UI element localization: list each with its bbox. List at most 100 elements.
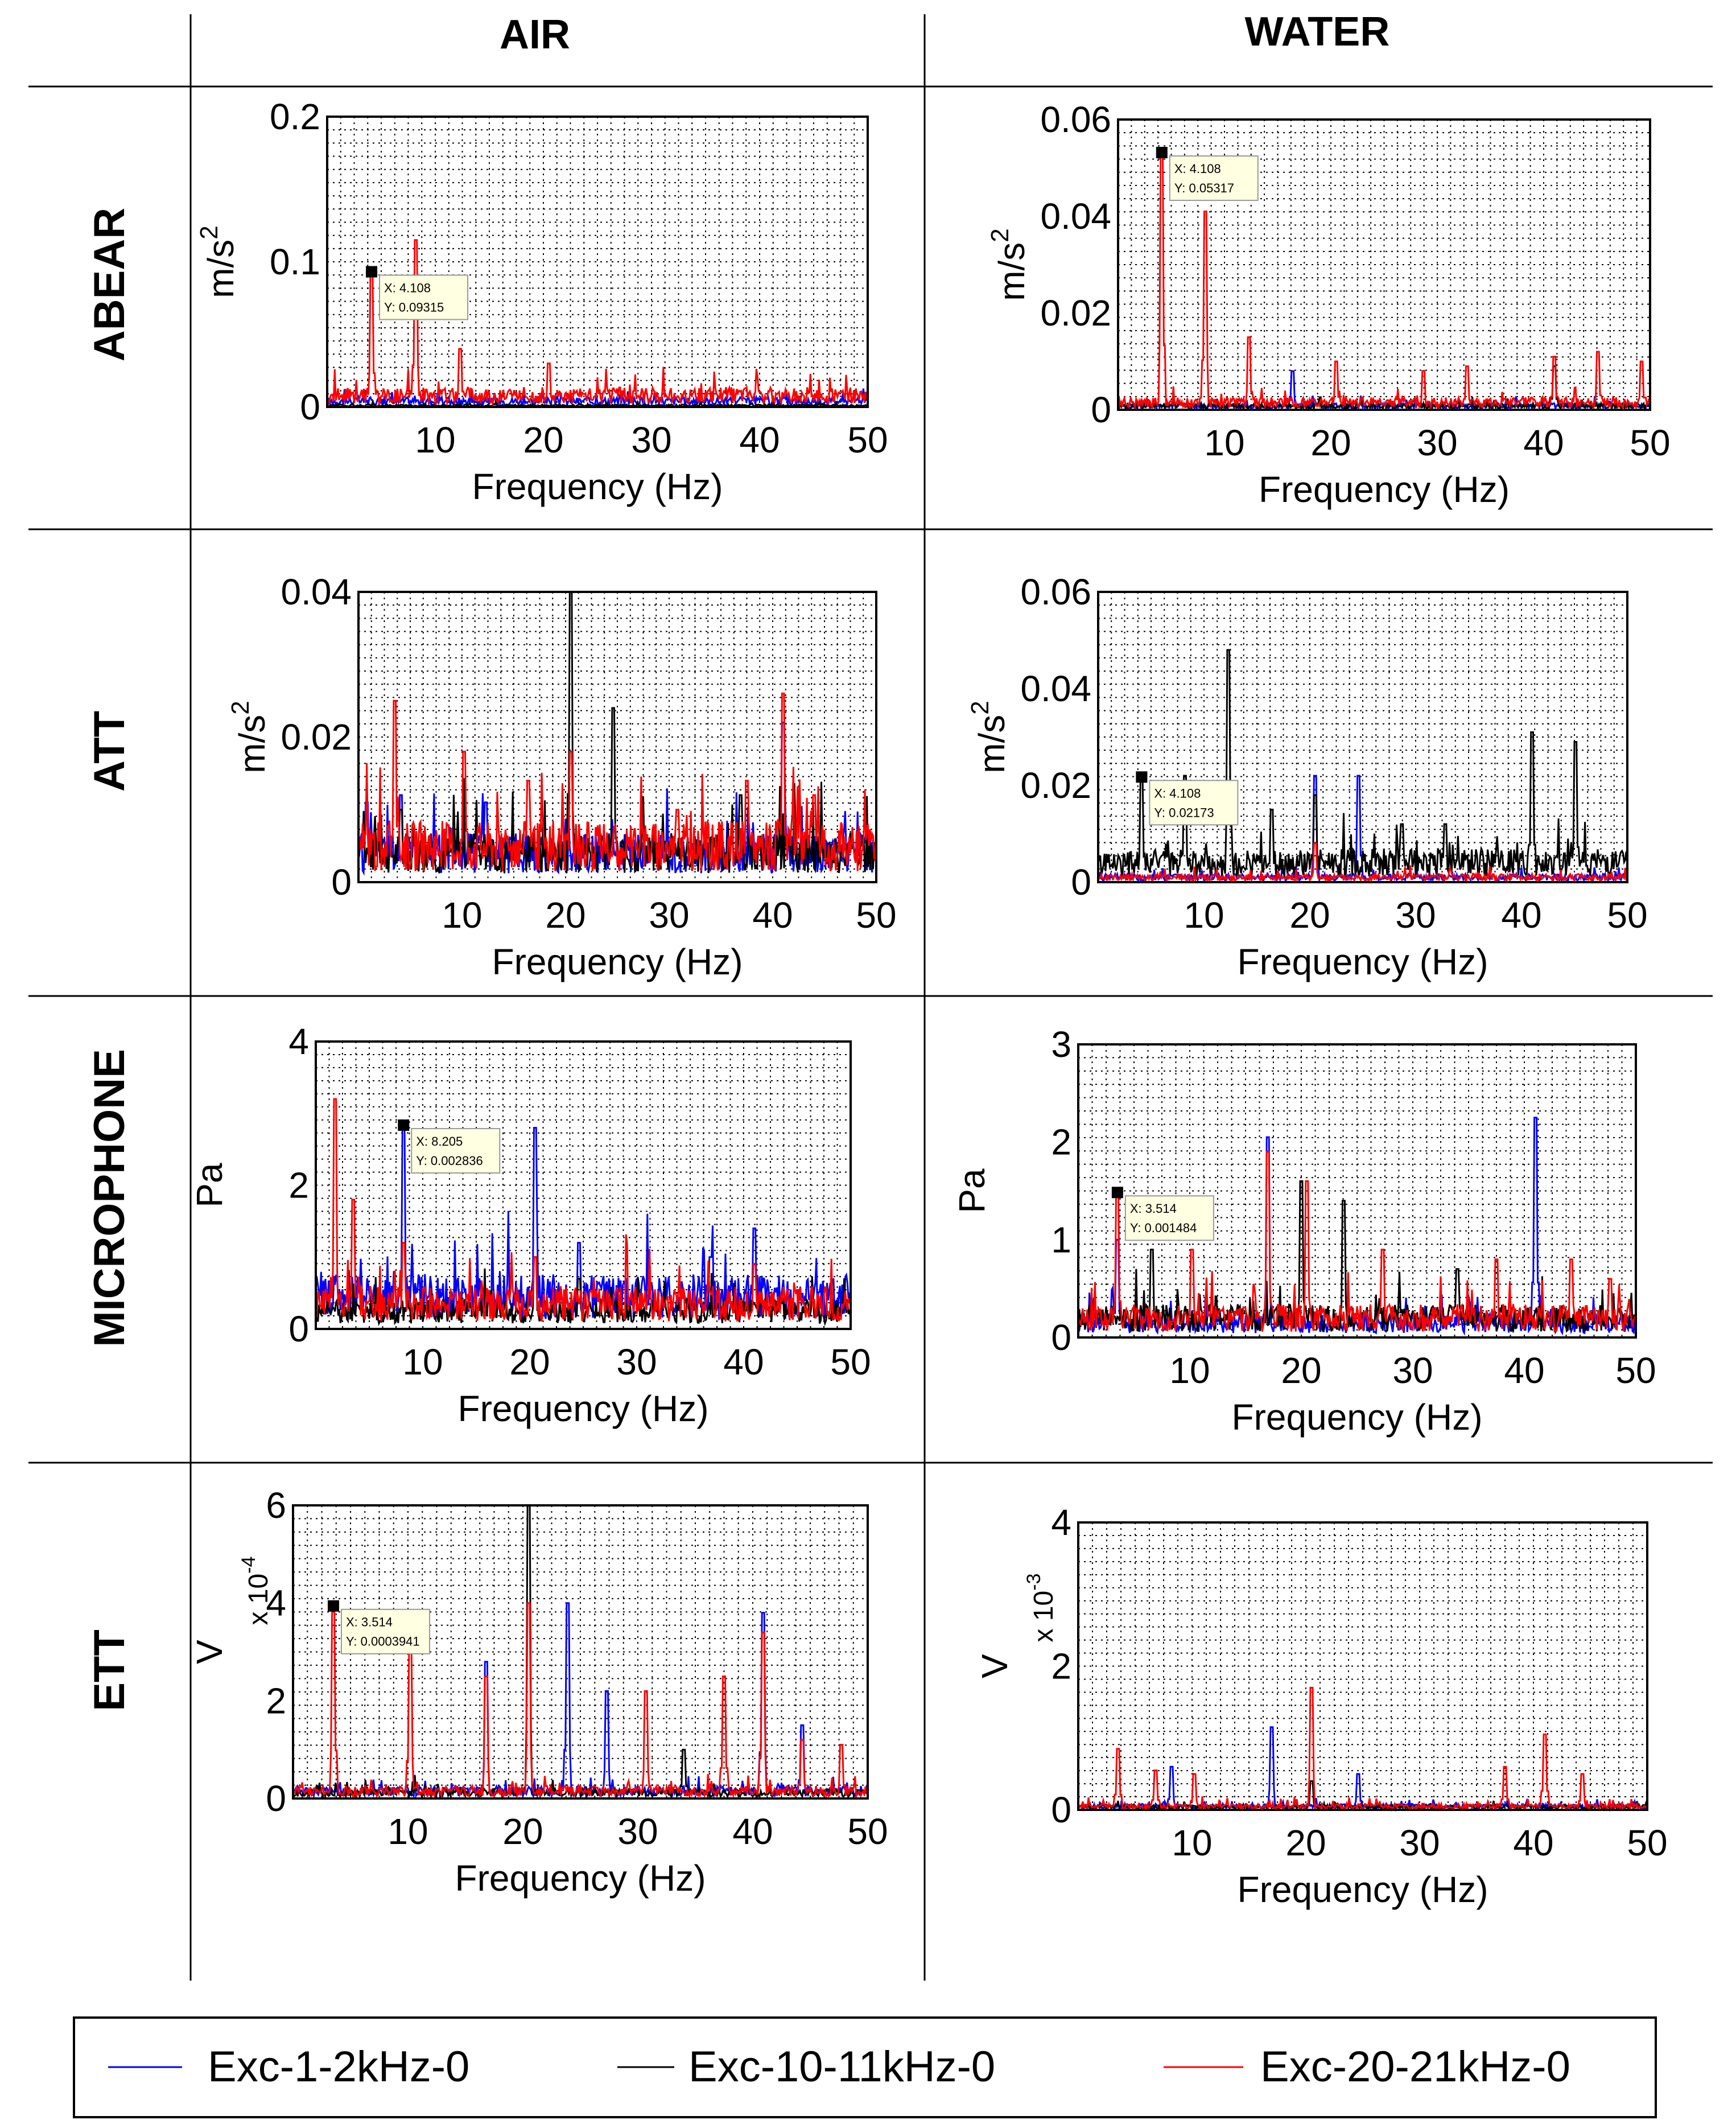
x-tick-label: 30 — [1392, 1350, 1433, 1391]
series-line-r — [1078, 1686, 1648, 1812]
y-axis-label: Pa — [189, 1163, 230, 1208]
x-tick-label: 30 — [649, 895, 689, 936]
x-axis-label: Frequency (Hz) — [455, 1858, 706, 1899]
datatip-marker[interactable] — [327, 1600, 339, 1612]
chart-panel-ett-water: 10 20 30 40 50 0 2 4 Frequency (Hz) Vx 10-3 — [974, 1502, 1668, 1910]
chart-panel-ett-air: 10 20 30 40 50 0 2 4 6 Frequency (Hz) Vx 10-4 X: 3.… — [189, 1485, 888, 1899]
axes-frame — [1077, 1043, 1637, 1339]
y-tick-label: 0 — [1071, 862, 1091, 903]
x-axis-label: Frequency (Hz) — [1232, 1397, 1483, 1438]
series-line-r — [1097, 842, 1628, 884]
y-tick-label: 0.06 — [1040, 99, 1111, 140]
datatip-marker[interactable] — [1111, 1187, 1123, 1199]
row-header-att: ATT — [85, 711, 134, 792]
datatip-x: X: 3.514 — [346, 1615, 393, 1629]
series-line-r — [315, 1098, 851, 1322]
chart-panel-abear-water: 10 20 30 40 50 0 0.02 0.04 0.06 Frequency (Hz) m/s… — [986, 99, 1671, 510]
grid — [327, 117, 868, 407]
y-tick-label: 0 — [1051, 1789, 1071, 1830]
y-tick-label: 0.04 — [281, 571, 352, 612]
y-tick-label: 6 — [266, 1485, 286, 1526]
x-axis-label: Frequency (Hz) — [492, 941, 743, 982]
datatip-marker[interactable] — [398, 1119, 410, 1131]
x-tick-label: 30 — [616, 1341, 657, 1382]
x-tick-label: 30 — [631, 419, 671, 460]
datatip-box — [340, 1608, 430, 1654]
series-line-r — [1117, 151, 1651, 411]
datatip-marker[interactable] — [1136, 771, 1148, 783]
y-tick-label: 2 — [1051, 1122, 1071, 1163]
y-tick-label: 0 — [288, 1308, 309, 1349]
x-tick-label: 20 — [523, 419, 563, 460]
axes-frame — [315, 1040, 852, 1330]
column-header-water: WATER — [1245, 9, 1390, 55]
y-tick-label: 0.1 — [270, 241, 320, 282]
chart-panel-att-air: 10 20 30 40 50 0 0.02 0.04 Frequency (Hz) m/s2 — [226, 571, 897, 982]
y-axis-label: m/s2 — [226, 701, 273, 773]
x-tick-label: 10 — [442, 895, 482, 936]
x-tick-label: 40 — [1504, 1350, 1544, 1391]
x-axis-label: Frequency (Hz) — [458, 1388, 709, 1429]
y-tick-label: 0 — [1051, 1317, 1071, 1358]
legend-label: Exc-1-2kHz-0 — [208, 2043, 469, 2091]
datatip-box — [411, 1127, 501, 1174]
y-tick-label: 0.02 — [281, 717, 352, 758]
legend: Exc-1-2kHz-0 Exc-10-11kHz-0 Exc-20-21kHz… — [73, 2016, 1657, 2118]
x-tick-label: 20 — [502, 1811, 543, 1852]
x-tick-label: 10 — [402, 1341, 443, 1382]
x-tick-label: 50 — [856, 895, 896, 936]
x-tick-label: 30 — [617, 1811, 658, 1852]
x-tick-label: 40 — [732, 1811, 773, 1852]
x-tick-label: 50 — [847, 1811, 888, 1852]
y-axis-label-exponent: 2 — [986, 228, 1014, 242]
x-tick-label: 40 — [1513, 1822, 1553, 1863]
y-axis-label: m/s2 — [195, 225, 241, 298]
legend-label: Exc-10-11kHz-0 — [688, 2043, 995, 2091]
y-tick-label: 0.02 — [1040, 293, 1111, 334]
y-tick-label: 4 — [1051, 1502, 1071, 1543]
x-tick-label: 30 — [1399, 1822, 1440, 1863]
axis-multiplier-exponent: -4 — [238, 1557, 259, 1574]
axes-frame — [357, 591, 877, 883]
y-tick-label: 1 — [1051, 1219, 1071, 1260]
datatip-x: X: 3.514 — [1130, 1201, 1177, 1216]
datatip-y: Y: 0.02173 — [1154, 805, 1214, 820]
table-grid-lines — [28, 14, 1713, 1981]
x-tick-label: 30 — [1417, 422, 1457, 463]
x-axis-label: Frequency (Hz) — [1238, 1869, 1488, 1910]
datatip-x: X: 8.205 — [416, 1134, 463, 1149]
y-axis-label-exponent: 2 — [195, 225, 223, 239]
x-tick-label: 50 — [830, 1341, 871, 1382]
chart-panel-mic-water: 10 20 30 40 50 0 1 2 3 Frequency (Hz) Pa X: 3.514 Y:… — [951, 1024, 1656, 1438]
axes-frame — [1117, 118, 1651, 411]
x-axis-label: Frequency (Hz) — [1238, 941, 1488, 982]
x-axis-label: Frequency (Hz) — [472, 466, 723, 507]
x-tick-label: 50 — [847, 419, 888, 460]
y-tick-label: 4 — [288, 1021, 309, 1062]
x-tick-label: 10 — [1169, 1350, 1210, 1391]
datatip-box — [1169, 155, 1259, 201]
y-tick-label: 2 — [288, 1165, 309, 1206]
x-tick-label: 50 — [1627, 1822, 1667, 1863]
x-tick-label: 10 — [1204, 422, 1244, 463]
grid — [1078, 1044, 1636, 1337]
x-tick-label: 20 — [1281, 1350, 1321, 1391]
legend-box — [73, 2016, 1657, 2118]
y-tick-label: 3 — [1051, 1024, 1071, 1065]
x-tick-label: 50 — [1630, 422, 1670, 463]
x-tick-label: 40 — [739, 419, 780, 460]
datatip-y: Y: 0.002836 — [416, 1154, 483, 1168]
datatip-x: X: 4.108 — [384, 281, 431, 295]
y-axis-label: m/s2 — [966, 701, 1012, 773]
y-tick-label: 0 — [266, 1778, 286, 1819]
x-tick-label: 20 — [1310, 422, 1351, 463]
datatip-marker[interactable] — [1156, 147, 1168, 159]
datatip-y: Y: 0.09315 — [384, 300, 444, 314]
chart-panel-mic-air: 10 20 30 40 50 0 2 4 Frequency (Hz) Pa X: 8.205 Y: … — [189, 1021, 871, 1429]
y-tick-label: 2 — [266, 1680, 286, 1721]
datatip-box — [1124, 1195, 1214, 1241]
y-tick-label: 4 — [266, 1583, 286, 1624]
y-axis-label-exponent: 2 — [226, 701, 254, 714]
x-tick-label: 10 — [415, 419, 455, 460]
datatip-marker[interactable] — [366, 266, 378, 278]
